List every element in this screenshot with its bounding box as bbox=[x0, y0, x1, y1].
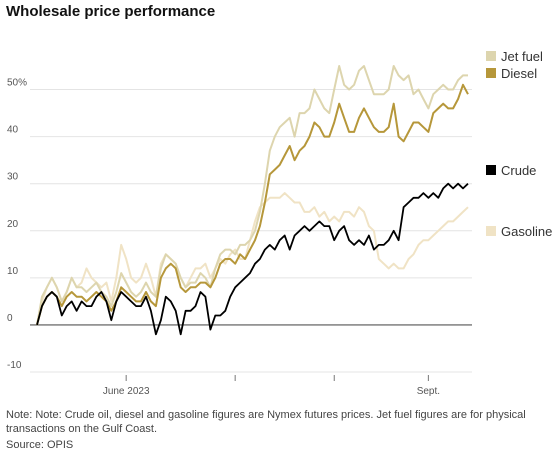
y-tick-label: 0 bbox=[7, 313, 13, 324]
chart-title: Wholesale price performance bbox=[6, 3, 216, 20]
legend-swatch bbox=[486, 68, 496, 78]
legend-label: Jet fuel bbox=[501, 49, 543, 64]
series-line-diesel bbox=[36, 83, 469, 326]
series-line-crude bbox=[36, 182, 469, 336]
grid-lines bbox=[30, 89, 472, 373]
legend: Jet fuel Diesel Crude Gasoline bbox=[486, 49, 552, 239]
x-axis-ticks: June 2023 Sept. bbox=[103, 375, 440, 397]
legend-label: Gasoline bbox=[501, 224, 552, 239]
y-tick-label: 50% bbox=[7, 78, 27, 89]
legend-label: Crude bbox=[501, 163, 536, 178]
series-lines bbox=[36, 65, 469, 336]
chart-source: Source: OPIS bbox=[6, 439, 74, 451]
y-tick-label: 40 bbox=[7, 125, 19, 136]
y-tick-label: 10 bbox=[7, 266, 19, 277]
series-line-gasoline bbox=[36, 192, 469, 326]
chart-note: Note: Note: Crude oil, diesel and gasoli… bbox=[6, 409, 526, 435]
y-tick-label: 20 bbox=[7, 219, 19, 230]
x-tick-label: June 2023 bbox=[103, 386, 150, 397]
legend-swatch bbox=[486, 226, 496, 236]
y-tick-label: 30 bbox=[7, 172, 19, 183]
legend-label: Diesel bbox=[501, 66, 537, 81]
line-chart: 50% 40 30 20 10 0 -10 June 2023 Sept. Jet fuel D… bbox=[7, 49, 552, 397]
x-tick-label: Sept. bbox=[417, 386, 440, 397]
series-line-jet-fuel bbox=[36, 65, 468, 326]
y-axis-labels: 50% 40 30 20 10 0 -10 bbox=[7, 78, 27, 371]
legend-swatch bbox=[486, 165, 496, 175]
y-tick-label: -10 bbox=[7, 360, 22, 371]
legend-swatch bbox=[486, 51, 496, 61]
